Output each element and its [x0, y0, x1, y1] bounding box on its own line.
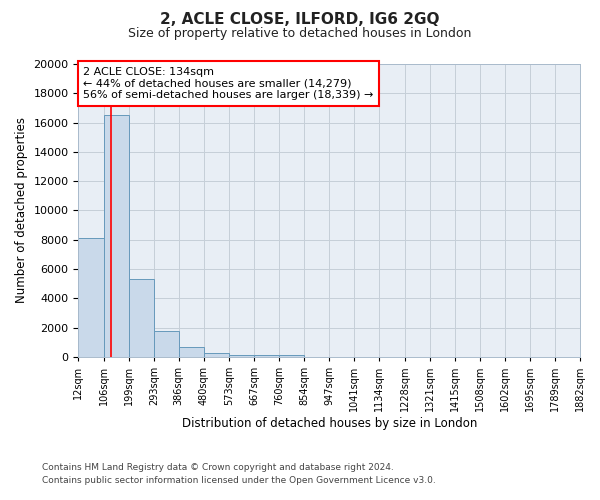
Bar — [79, 238, 104, 357]
Bar — [229, 354, 254, 357]
Text: 2, ACLE CLOSE, ILFORD, IG6 2GQ: 2, ACLE CLOSE, ILFORD, IG6 2GQ — [160, 12, 440, 28]
Bar — [279, 356, 304, 357]
Bar — [179, 348, 204, 357]
Bar — [154, 332, 179, 357]
Text: 2 ACLE CLOSE: 134sqm
← 44% of detached houses are smaller (14,279)
56% of semi-d: 2 ACLE CLOSE: 134sqm ← 44% of detached h… — [83, 67, 374, 100]
Bar — [254, 354, 279, 357]
Text: Contains public sector information licensed under the Open Government Licence v3: Contains public sector information licen… — [42, 476, 436, 485]
Text: Size of property relative to detached houses in London: Size of property relative to detached ho… — [128, 28, 472, 40]
Bar — [104, 116, 128, 357]
X-axis label: Distribution of detached houses by size in London: Distribution of detached houses by size … — [182, 417, 477, 430]
Y-axis label: Number of detached properties: Number of detached properties — [15, 118, 28, 304]
Text: Contains HM Land Registry data © Crown copyright and database right 2024.: Contains HM Land Registry data © Crown c… — [42, 464, 394, 472]
Bar — [128, 280, 154, 357]
Bar — [204, 354, 229, 357]
